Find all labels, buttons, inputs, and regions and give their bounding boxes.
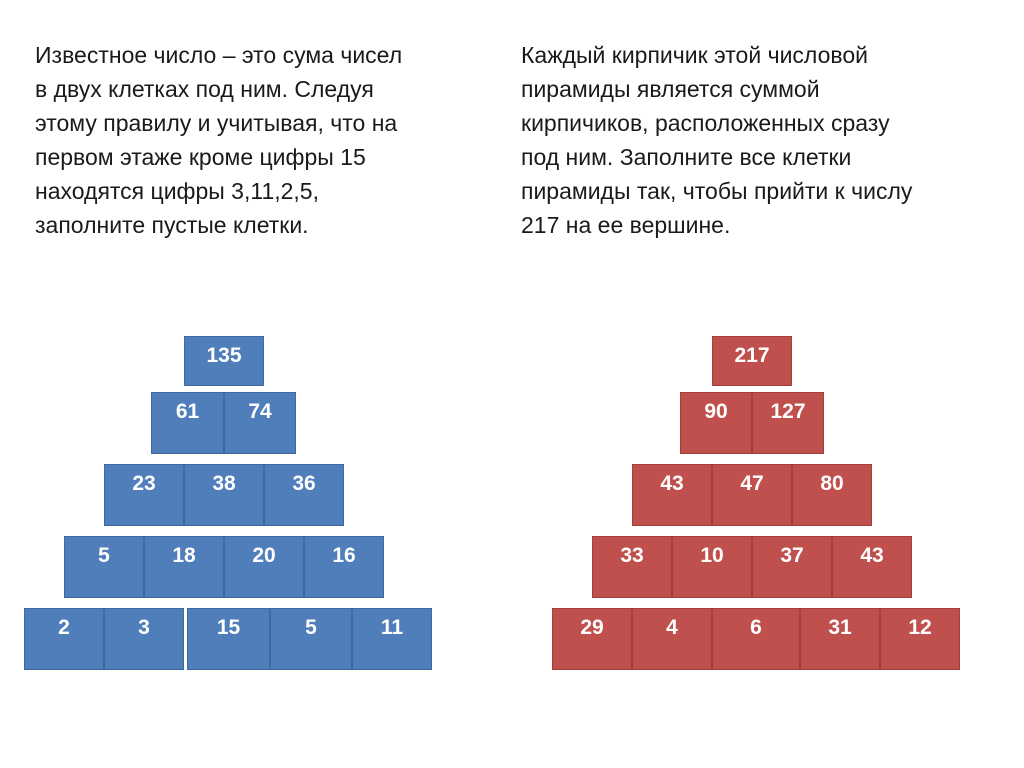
brick[interactable]: 47 xyxy=(712,464,792,526)
task-line: пирамиды является суммой xyxy=(521,76,820,102)
task-line: под ним. Заполните все клетки xyxy=(521,144,852,170)
brick[interactable]: 36 xyxy=(264,464,344,526)
task-line: находятся цифры 3,11,2,5, xyxy=(35,178,319,204)
brick[interactable]: 31 xyxy=(800,608,880,670)
task-line: заполните пустые клетки. xyxy=(35,212,309,238)
brick[interactable]: 10 xyxy=(672,536,752,598)
brick[interactable]: 4 xyxy=(632,608,712,670)
brick[interactable]: 135 xyxy=(184,336,264,386)
brick[interactable]: 80 xyxy=(792,464,872,526)
brick[interactable]: 18 xyxy=(144,536,224,598)
task-line: в двух клетках под ним. Следуя xyxy=(35,76,374,102)
task-line: пирамиды так, чтобы прийти к числу xyxy=(521,178,913,204)
brick[interactable]: 20 xyxy=(224,536,304,598)
task-line: Каждый кирпичик этой числовой xyxy=(521,42,868,68)
task-line: кирпичиков, расположенных сразу xyxy=(521,110,890,136)
task-line: Известное число – это сума чисел xyxy=(35,42,403,68)
brick[interactable]: 61 xyxy=(151,392,224,454)
brick[interactable]: 3 xyxy=(104,608,184,670)
brick[interactable]: 33 xyxy=(592,536,672,598)
brick[interactable]: 15 xyxy=(187,608,270,670)
brick[interactable]: 74 xyxy=(224,392,296,454)
brick[interactable]: 23 xyxy=(104,464,184,526)
brick[interactable]: 5 xyxy=(270,608,352,670)
brick[interactable]: 29 xyxy=(552,608,632,670)
brick[interactable]: 37 xyxy=(752,536,832,598)
brick[interactable]: 12 xyxy=(880,608,960,670)
brick[interactable]: 90 xyxy=(680,392,752,454)
task-line: первом этаже кроме цифры 15 xyxy=(35,144,366,170)
right-task-text: Каждый кирпичик этой числовой пирамиды я… xyxy=(521,38,971,242)
left-task-text: Известное число – это сума чисел в двух … xyxy=(35,38,485,242)
brick[interactable]: 43 xyxy=(632,464,712,526)
brick[interactable]: 6 xyxy=(712,608,800,670)
brick[interactable]: 5 xyxy=(64,536,144,598)
task-line: 217 на ее вершине. xyxy=(521,212,731,238)
brick[interactable]: 217 xyxy=(712,336,792,386)
brick[interactable]: 11 xyxy=(352,608,432,670)
task-line: этому правилу и учитывая, что на xyxy=(35,110,398,136)
brick[interactable]: 16 xyxy=(304,536,384,598)
brick[interactable]: 43 xyxy=(832,536,912,598)
brick[interactable]: 38 xyxy=(184,464,264,526)
brick[interactable]: 2 xyxy=(24,608,104,670)
brick[interactable]: 127 xyxy=(752,392,824,454)
